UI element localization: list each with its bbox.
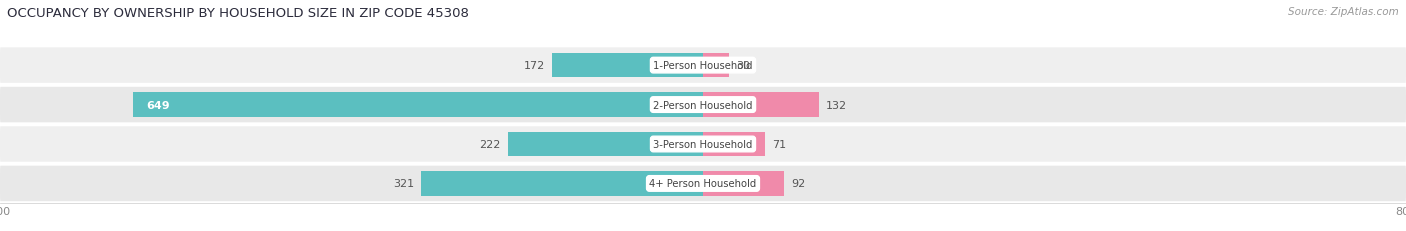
Bar bbox=[508, 132, 703, 157]
Bar bbox=[132, 93, 703, 117]
Text: 3-Person Household: 3-Person Household bbox=[654, 139, 752, 149]
Text: 172: 172 bbox=[523, 61, 546, 71]
Text: 30: 30 bbox=[737, 61, 751, 71]
Bar bbox=[420, 171, 703, 196]
Text: OCCUPANCY BY OWNERSHIP BY HOUSEHOLD SIZE IN ZIP CODE 45308: OCCUPANCY BY OWNERSHIP BY HOUSEHOLD SIZE… bbox=[7, 7, 470, 20]
Bar bbox=[703, 93, 818, 117]
Bar bbox=[551, 54, 703, 78]
FancyBboxPatch shape bbox=[0, 127, 1406, 162]
Text: Source: ZipAtlas.com: Source: ZipAtlas.com bbox=[1288, 7, 1399, 17]
FancyBboxPatch shape bbox=[0, 166, 1406, 201]
Text: 222: 222 bbox=[479, 139, 501, 149]
FancyBboxPatch shape bbox=[0, 48, 1406, 83]
Text: 1-Person Household: 1-Person Household bbox=[654, 61, 752, 71]
FancyBboxPatch shape bbox=[0, 87, 1406, 123]
Text: 321: 321 bbox=[392, 179, 413, 189]
Bar bbox=[703, 132, 765, 157]
Text: 132: 132 bbox=[827, 100, 848, 110]
Bar bbox=[703, 171, 785, 196]
Text: 2-Person Household: 2-Person Household bbox=[654, 100, 752, 110]
Bar bbox=[703, 54, 730, 78]
Text: 71: 71 bbox=[772, 139, 786, 149]
Text: 92: 92 bbox=[790, 179, 806, 189]
Text: 649: 649 bbox=[146, 100, 170, 110]
Text: 4+ Person Household: 4+ Person Household bbox=[650, 179, 756, 189]
